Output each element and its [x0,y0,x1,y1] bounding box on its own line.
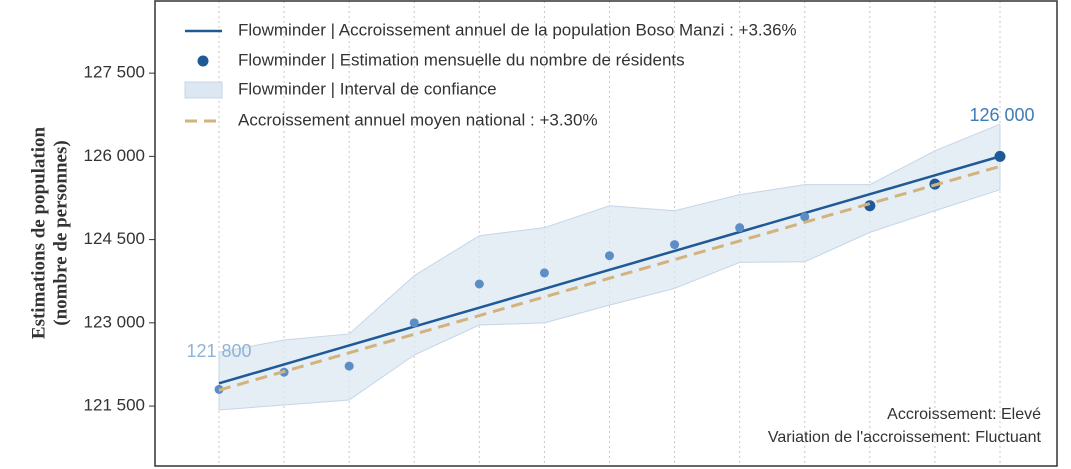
point [994,150,1006,162]
national-line [218,164,1001,392]
plot-frame [154,0,1058,467]
y-tick-label: 123 000 [84,312,145,331]
confidence-band [218,123,1001,411]
point [800,212,810,222]
y-axis-label: Estimations de population [28,126,49,339]
legend-label: Flowminder | Accroissement annuel de la … [238,20,797,39]
point [605,251,614,261]
point [670,240,680,250]
y-tick-label: 124 500 [84,229,145,248]
annotation: Variation de l'accroissement: Fluctuant [768,429,1042,446]
y-tick-label: 126 000 [84,146,145,165]
data-label: 126 000 [969,105,1034,125]
legend-swatch [197,55,209,67]
point [409,318,419,328]
legend-label: Flowminder | Interval de confiance [238,79,497,98]
point [474,279,484,289]
y-tick-label: 121 500 [84,396,145,415]
point [735,223,745,233]
legend-label: Flowminder | Estimation mensuelle du nom… [238,50,685,69]
point [539,268,549,278]
legend-swatch [184,81,223,99]
y-axis-label: (nombre de personnes) [50,140,71,325]
data-label: 121 800 [186,341,251,361]
legend-label: Accroissement annuel moyen national : +3… [238,110,598,129]
trend-line [218,155,1001,385]
point [344,361,354,371]
annotation: Accroissement: Elevé [887,406,1041,423]
y-tick-label: 127 500 [84,63,145,82]
